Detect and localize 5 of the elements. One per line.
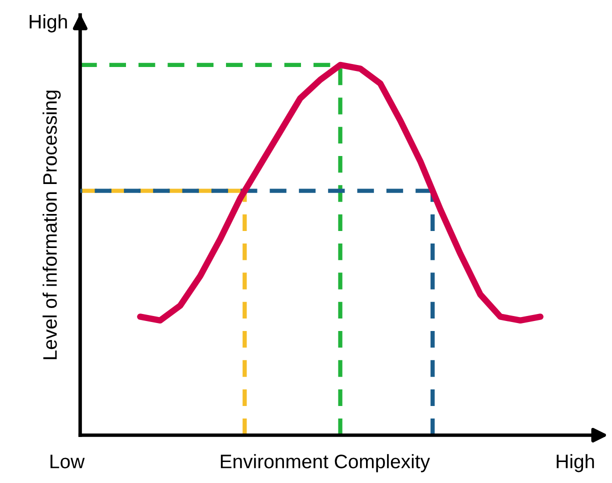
x-axis-title: Environment Complexity [220,454,430,472]
text: High [30,14,67,32]
y-axis-title: Level of information Processing [42,90,61,360]
text: Low [50,454,85,468]
text: High [556,454,594,472]
